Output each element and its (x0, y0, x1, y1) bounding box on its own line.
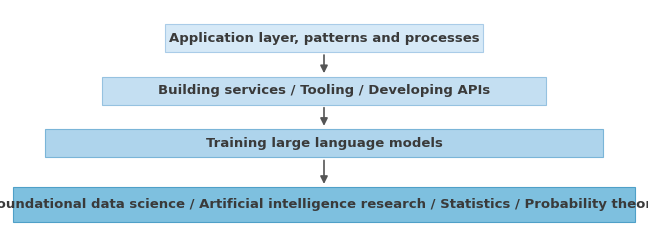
Text: Building services / Tooling / Developing APIs: Building services / Tooling / Developing… (158, 84, 490, 97)
FancyBboxPatch shape (165, 24, 483, 52)
Text: Application layer, patterns and processes: Application layer, patterns and processe… (168, 32, 480, 44)
FancyBboxPatch shape (102, 76, 546, 105)
FancyBboxPatch shape (45, 129, 603, 158)
Text: Foundational data science / Artificial intelligence research / Statistics / Prob: Foundational data science / Artificial i… (0, 198, 648, 211)
Text: Training large language models: Training large language models (205, 137, 443, 150)
FancyBboxPatch shape (13, 188, 635, 222)
